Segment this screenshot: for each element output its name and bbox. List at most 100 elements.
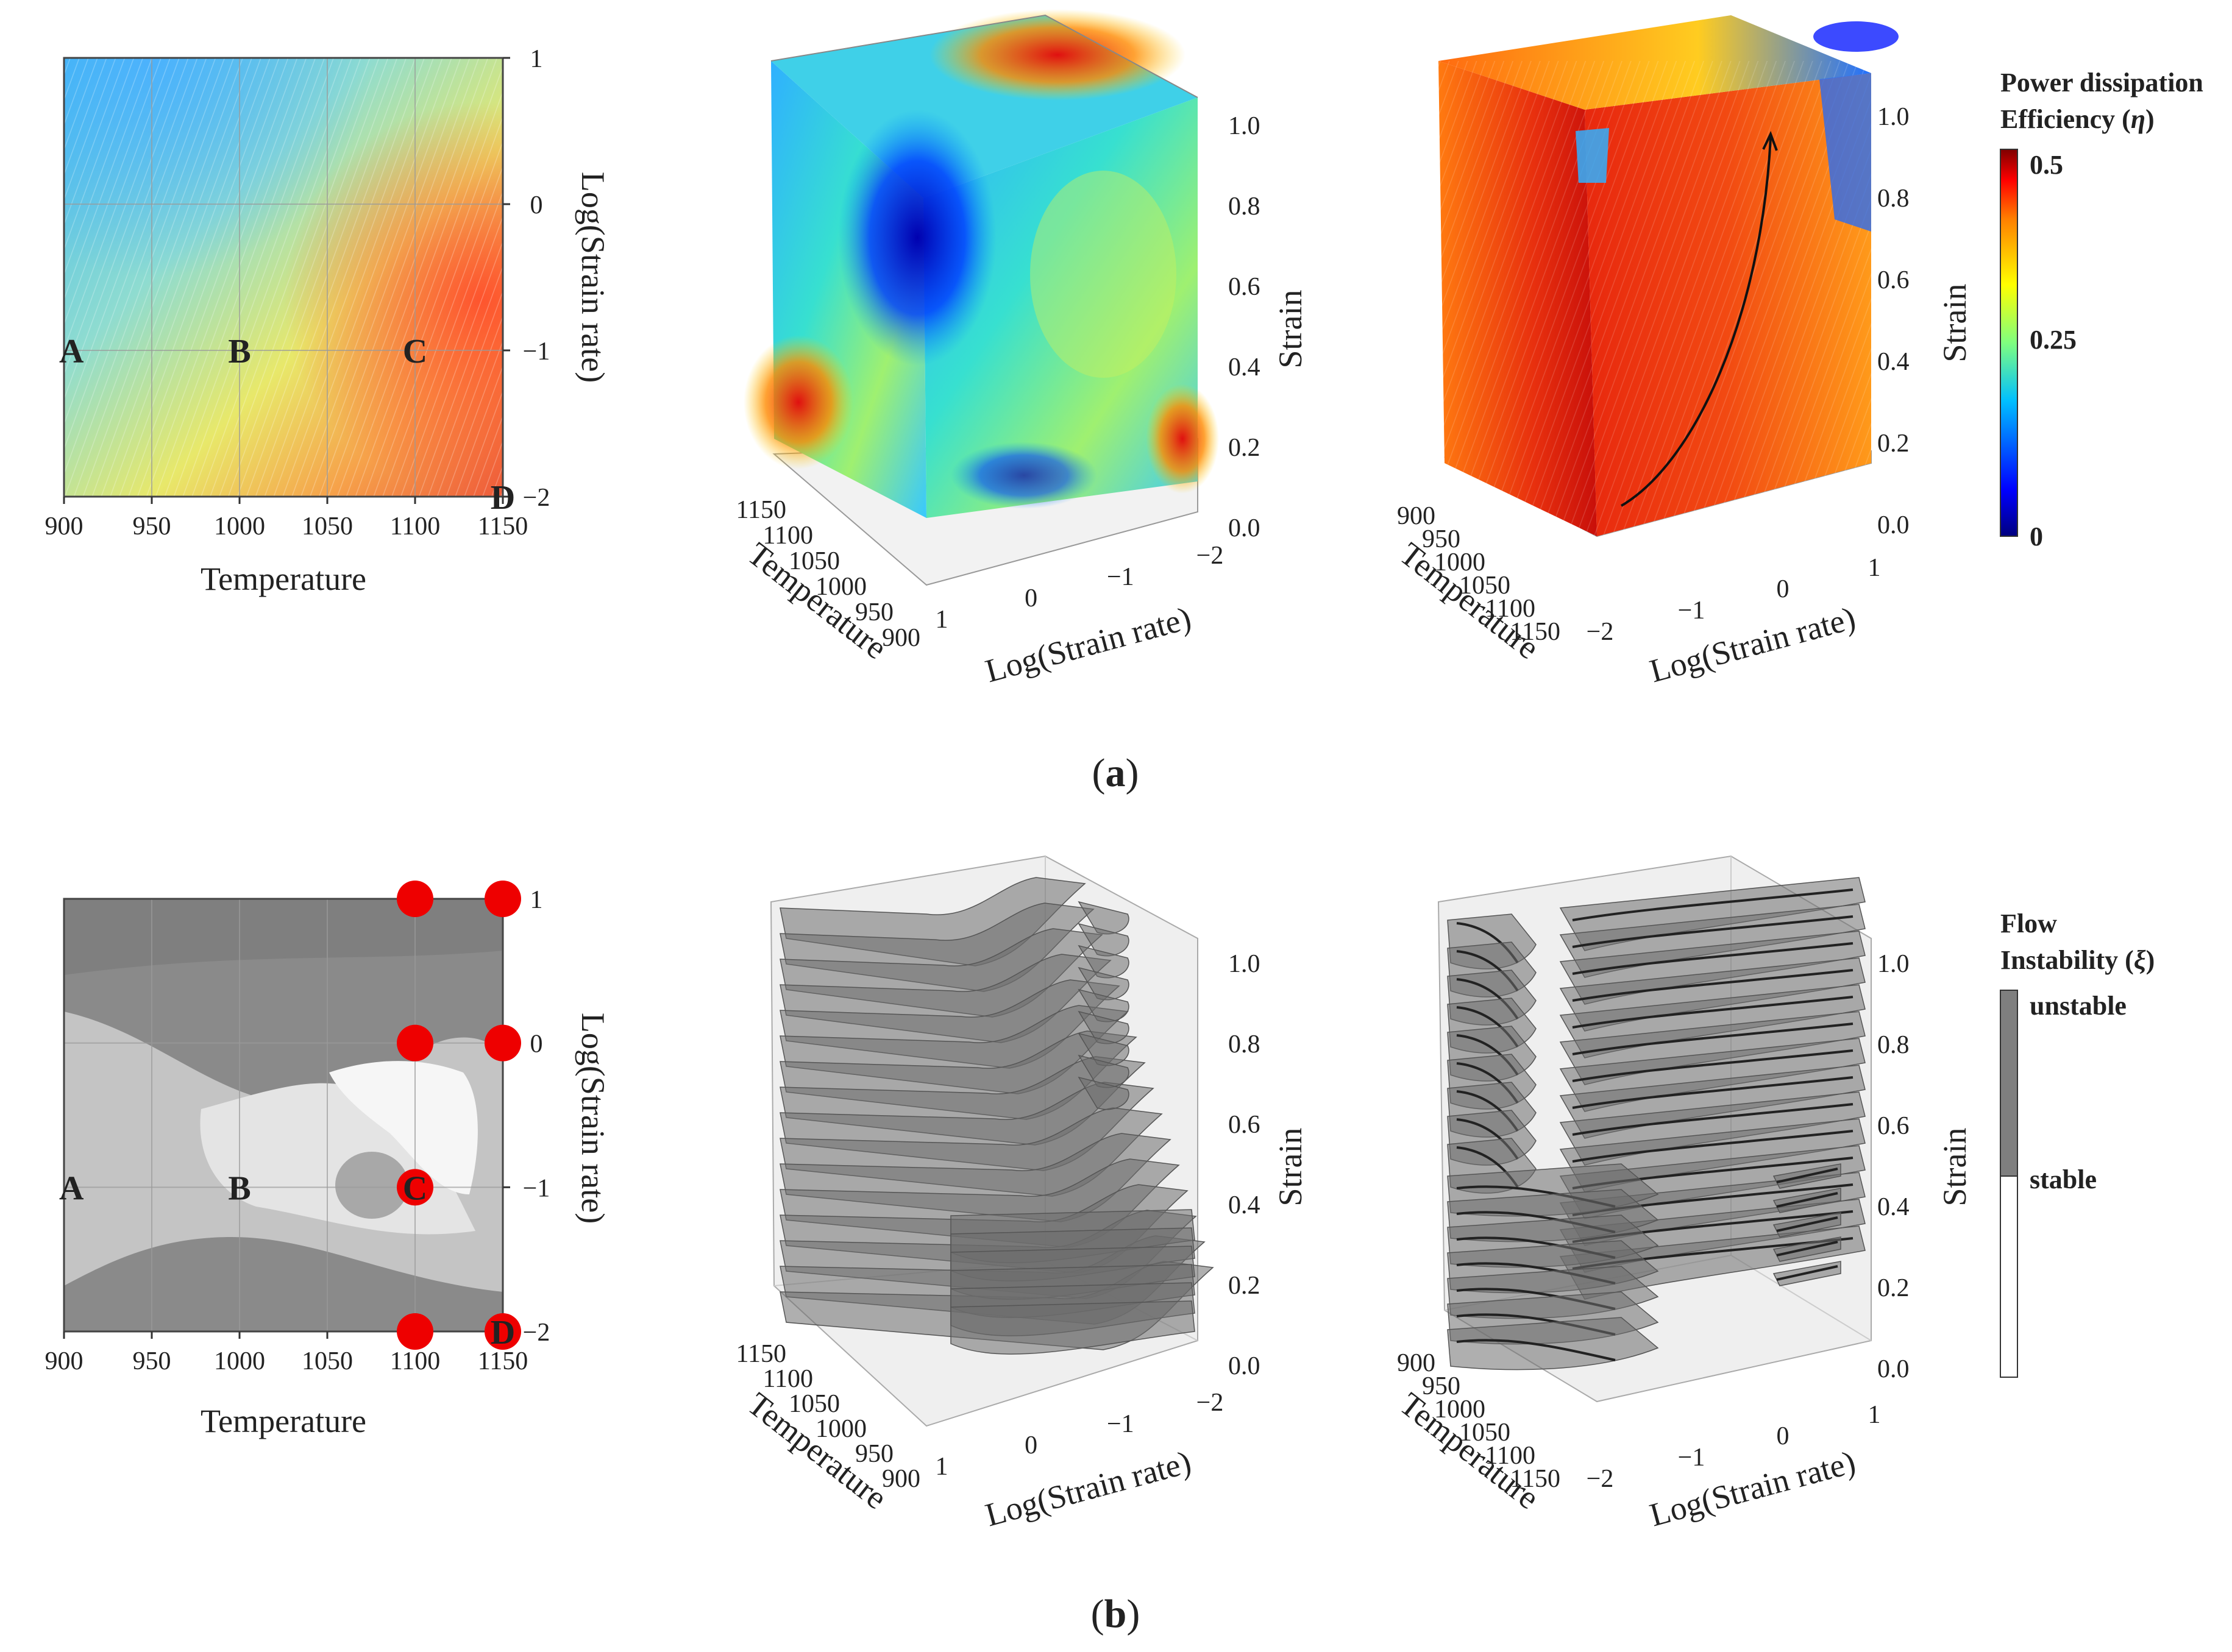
point-label-d: D [491, 479, 515, 517]
point-label-d: D [491, 1314, 515, 1352]
strain-rate-tick-label: 1 [936, 606, 948, 634]
temperature-tick-label: 1000 [1434, 548, 1485, 576]
b-right-zlabel: Strain [1936, 1128, 1973, 1207]
temperature-tick-label: 1150 [1510, 1465, 1560, 1493]
instability-contour [1572, 1130, 1853, 1163]
strain-tick-label: 0.4 [1877, 348, 1910, 376]
strain-tick-label: 0.8 [1877, 1031, 1910, 1059]
point-label-b: B [228, 1169, 251, 1207]
strain-rate-tick-label: 0 [1025, 584, 1037, 612]
temperature-tick-label: 1000 [1434, 1395, 1485, 1423]
instability-contour [1572, 1049, 1853, 1082]
x-tick-label: 950 [133, 1347, 171, 1375]
strain-tick-label: 1.0 [1877, 103, 1910, 131]
strain-tick-label: 0.8 [1228, 1030, 1260, 1058]
legend-a-max-label: 0.5 [2030, 150, 2063, 180]
strain-rate-tick-label: 0 [1777, 1422, 1790, 1450]
temperature-tick-label: 900 [882, 624, 920, 652]
y-tick-label: −1 [523, 1174, 550, 1202]
b-left-ylabel: Log(Strain rate) [575, 1013, 611, 1224]
strain-tick-label: 0.8 [1228, 193, 1260, 221]
a-left-ticks: 900 950 1000 1050 1100 1150 1 0 −1 −2 [45, 45, 550, 541]
temperature-tick-label: 950 [1422, 1372, 1460, 1400]
temperature-tick-label: 1050 [1459, 1419, 1510, 1447]
strain-tick-label: 0.4 [1228, 1191, 1260, 1219]
temperature-tick-label: 1150 [736, 1340, 786, 1368]
strain-tick-label: 1.0 [1877, 950, 1910, 978]
instability-contour [1456, 1339, 1616, 1361]
y-tick-label: 0 [530, 191, 543, 219]
temperature-tick-label: 950 [1422, 525, 1460, 553]
temperature-tick-label: 1050 [789, 1390, 840, 1418]
a-left-points: A B C D [59, 333, 515, 517]
legend-a-title-line2: Efficiency (η) [2000, 104, 2155, 134]
temperature-tick-label: 1000 [816, 1415, 867, 1443]
x-tick-label: 1050 [302, 1347, 353, 1375]
temperature-tick-label: 1050 [1459, 572, 1510, 600]
temperature-tick-label: 900 [1397, 502, 1435, 530]
instability-contour [1572, 888, 1853, 921]
strain-tick-label: 0.4 [1228, 353, 1260, 381]
strain-rate-tick-label: −1 [1678, 1444, 1705, 1472]
b-left-xlabel: Temperature [201, 1403, 366, 1439]
legend-a-colorbar [2000, 149, 2018, 537]
a-left-xlabel: Temperature [201, 561, 366, 597]
instability-contour [1776, 1265, 1838, 1281]
instability-contour [1572, 1103, 1853, 1136]
strain-tick-label: 0.6 [1877, 266, 1910, 294]
experiment-marker [397, 1169, 433, 1206]
strain-rate-tick-label: −1 [1678, 597, 1705, 625]
temperature-tick-label: 900 [882, 1465, 920, 1493]
point-label-a: A [59, 1169, 84, 1207]
strain-rate-tick-label: −1 [1107, 1410, 1134, 1438]
strain-rate-tick-label: 1 [1868, 1401, 1881, 1429]
instability-contour [1572, 969, 1853, 1002]
strain-rate-tick-label: 1 [936, 1453, 948, 1481]
strain-rate-tick-label: −2 [1196, 1389, 1224, 1417]
a-right-zlabel: Strain [1936, 284, 1973, 363]
strain-tick-label: 0.6 [1877, 1112, 1910, 1140]
temperature-tick-label: 1150 [736, 496, 786, 524]
panel-a-left-map: 900 950 1000 1050 1100 1150 1 0 −1 −2 A B C D Temper… [45, 45, 612, 597]
b-mid-ylabel: Log(Strain rate) [981, 1444, 1195, 1534]
legend-a-min-label: 0 [2030, 522, 2043, 551]
temperature-tick-label: 950 [855, 1440, 894, 1468]
strain-tick-label: 0.2 [1228, 434, 1260, 462]
y-tick-label: −2 [523, 484, 550, 512]
x-tick-label: 950 [133, 512, 171, 541]
panel-label-b: (b) [1091, 1592, 1140, 1636]
temperature-tick-label: 1100 [1485, 595, 1535, 623]
b-right-slices [1447, 877, 1866, 1370]
legend-a-title-line1: Power dissipation [2000, 68, 2203, 97]
y-tick-label: −2 [523, 1319, 550, 1347]
y-tick-label: 1 [530, 45, 543, 73]
temperature-tick-label: 1000 [816, 573, 867, 601]
panel-label-a: (a) [1092, 751, 1139, 795]
experiment-marker [485, 1313, 521, 1350]
experiment-marker [485, 881, 521, 917]
strain-tick-label: 0.2 [1228, 1272, 1260, 1300]
instability-slice [1078, 1076, 1129, 1110]
x-tick-label: 1000 [214, 512, 265, 541]
x-tick-label: 1150 [478, 512, 528, 541]
temperature-tick-label: 900 [1397, 1349, 1435, 1377]
point-label-a: A [59, 333, 84, 370]
strain-tick-label: 1.0 [1228, 112, 1260, 140]
a-right-arrow [1620, 136, 1772, 507]
point-label-c: C [403, 1169, 427, 1207]
strain-rate-tick-label: 0 [1025, 1431, 1037, 1459]
temperature-tick-label: 1100 [763, 522, 813, 550]
instability-slice [950, 1300, 1195, 1355]
strain-tick-label: 0.0 [1228, 514, 1260, 542]
strain-tick-label: 0.0 [1228, 1352, 1260, 1380]
legend-a: Power dissipation Efficiency (η) 0.5 0.2… [2000, 68, 2203, 551]
legend-b-stable-label: stable [2030, 1165, 2097, 1194]
instability-contour [1572, 915, 1853, 948]
experiment-marker [397, 1024, 433, 1062]
legend-a-mid-label: 0.25 [2030, 325, 2077, 355]
